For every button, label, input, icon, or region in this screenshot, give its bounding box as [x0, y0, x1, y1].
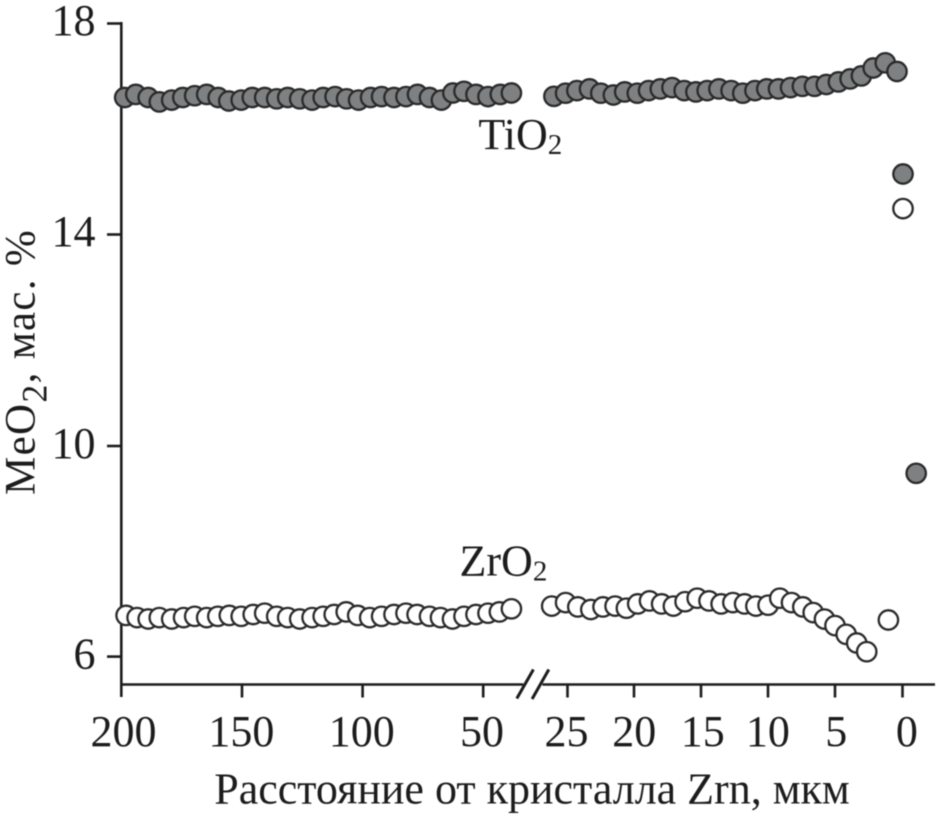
svg-text:25: 25	[545, 707, 589, 756]
svg-text:18: 18	[52, 0, 96, 45]
svg-text:20: 20	[612, 707, 656, 756]
svg-text:14: 14	[52, 207, 96, 256]
svg-text:15: 15	[681, 707, 725, 756]
svg-text:10: 10	[746, 707, 790, 756]
svg-text:ZrO2: ZrO2	[460, 537, 548, 588]
svg-text:0: 0	[896, 707, 918, 756]
svg-text:Расстояние от кристалла Zrn, м: Расстояние от кристалла Zrn, мкм	[214, 765, 850, 814]
svg-text:5: 5	[825, 707, 847, 756]
svg-text:200: 200	[91, 707, 157, 756]
svg-text:50: 50	[460, 707, 504, 756]
svg-text:150: 150	[208, 707, 274, 756]
svg-text:6: 6	[74, 629, 96, 678]
svg-text:10: 10	[52, 419, 96, 468]
svg-text:100: 100	[329, 707, 395, 756]
